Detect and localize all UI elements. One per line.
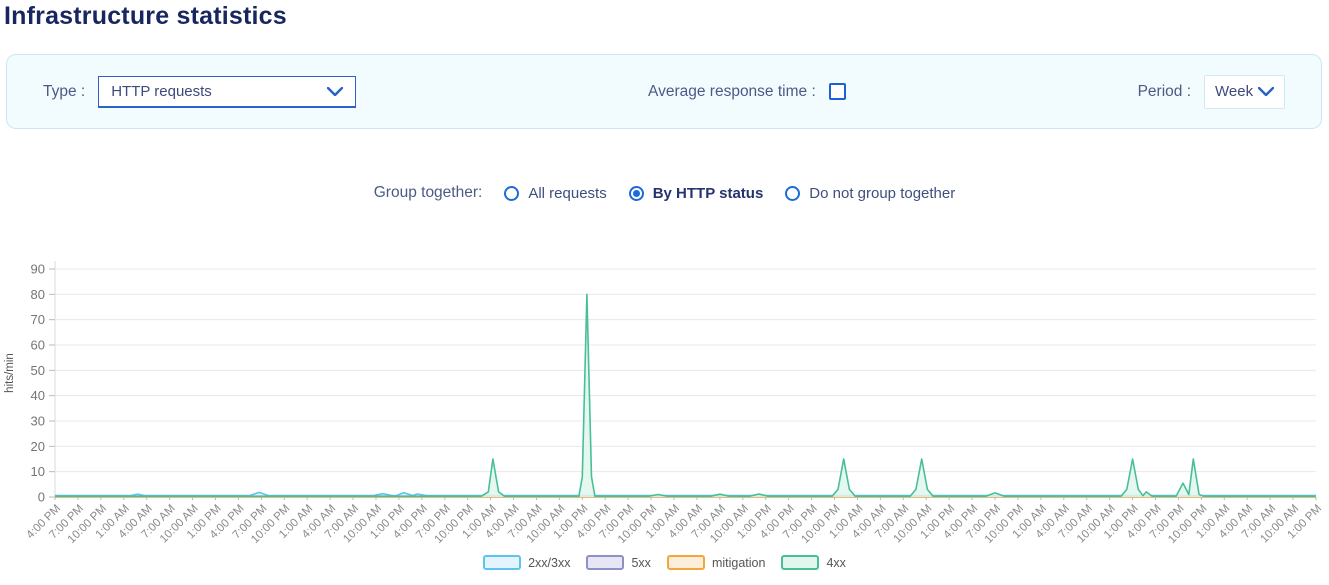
radio-circle: [628, 185, 644, 201]
legend-item-5xx[interactable]: 5xx: [586, 555, 651, 570]
y-tick-label: 80: [31, 287, 45, 302]
page-title: Infrastructure statistics: [4, 2, 287, 30]
type-filter-group: Type : HTTP requests: [43, 75, 357, 108]
legend-swatch: [483, 555, 522, 570]
legend-swatch: [781, 555, 820, 570]
legend-item-4xx[interactable]: 4xx: [781, 555, 846, 570]
period-select[interactable]: Week: [1204, 74, 1285, 109]
legend-swatch: [586, 555, 625, 570]
legend-item-mitigation[interactable]: mitigation: [666, 555, 766, 570]
chart-legend: 2xx/3xx 5xx mitigation 4xx: [0, 555, 1329, 570]
type-select[interactable]: HTTP requests: [98, 75, 357, 108]
y-tick-label: 70: [31, 312, 45, 327]
y-tick-label: 60: [31, 338, 45, 353]
type-select-value: HTTP requests: [111, 82, 212, 100]
series-line-4xx: [55, 293, 1316, 497]
legend-item-2xx/3xx[interactable]: 2xx/3xx: [483, 555, 570, 570]
y-tick-label: 40: [31, 388, 45, 403]
legend-label: 2xx/3xx: [528, 555, 571, 570]
radio-all-requests[interactable]: All requests: [504, 184, 607, 202]
radio-circle: [504, 185, 520, 201]
radio-label: By HTTP status: [652, 184, 764, 202]
y-tick-label: 30: [31, 414, 45, 429]
radio-label: Do not group together: [809, 184, 956, 202]
chevron-down-icon: [327, 86, 344, 96]
radio-by-http-status[interactable]: By HTTP status: [628, 184, 764, 202]
type-label: Type :: [43, 82, 86, 100]
group-together-label: Group together:: [373, 184, 483, 201]
period-label: Period :: [1137, 82, 1191, 100]
y-tick-label: 0: [38, 490, 45, 505]
chevron-down-icon: [1258, 87, 1274, 96]
legend-label: mitigation: [711, 555, 766, 570]
y-tick-label: 90: [31, 262, 45, 277]
series-line-2xx/3xx: [55, 491, 1316, 497]
legend-label: 4xx: [826, 555, 846, 570]
y-tick-label: 20: [31, 439, 45, 454]
filter-panel: Type : HTTP requests Average response ti…: [6, 54, 1322, 129]
average-response-time-checkbox[interactable]: [828, 83, 846, 100]
legend-swatch: [666, 555, 705, 570]
avg-response-filter-group: Average response time :: [648, 83, 846, 101]
legend-label: 5xx: [631, 555, 651, 570]
radio-label: All requests: [528, 184, 607, 202]
radio-do-not-group[interactable]: Do not group together: [785, 185, 955, 202]
period-select-value: Week: [1215, 83, 1254, 100]
infrastructure-chart: 0 10 20 30 40 50 60 70 80 90 hits/min 4:00 PM 7:00 P…: [0, 255, 1329, 570]
group-together-row: Group together: All requests By HTTP sta…: [0, 184, 1329, 202]
y-tick-label: 50: [31, 363, 45, 378]
avg-response-label: Average response time :: [648, 82, 816, 100]
y-tick-label: 10: [31, 464, 45, 479]
period-filter-group: Period : Week: [1137, 74, 1285, 109]
radio-circle: [785, 185, 801, 201]
y-axis-title: hits/min: [4, 353, 16, 393]
